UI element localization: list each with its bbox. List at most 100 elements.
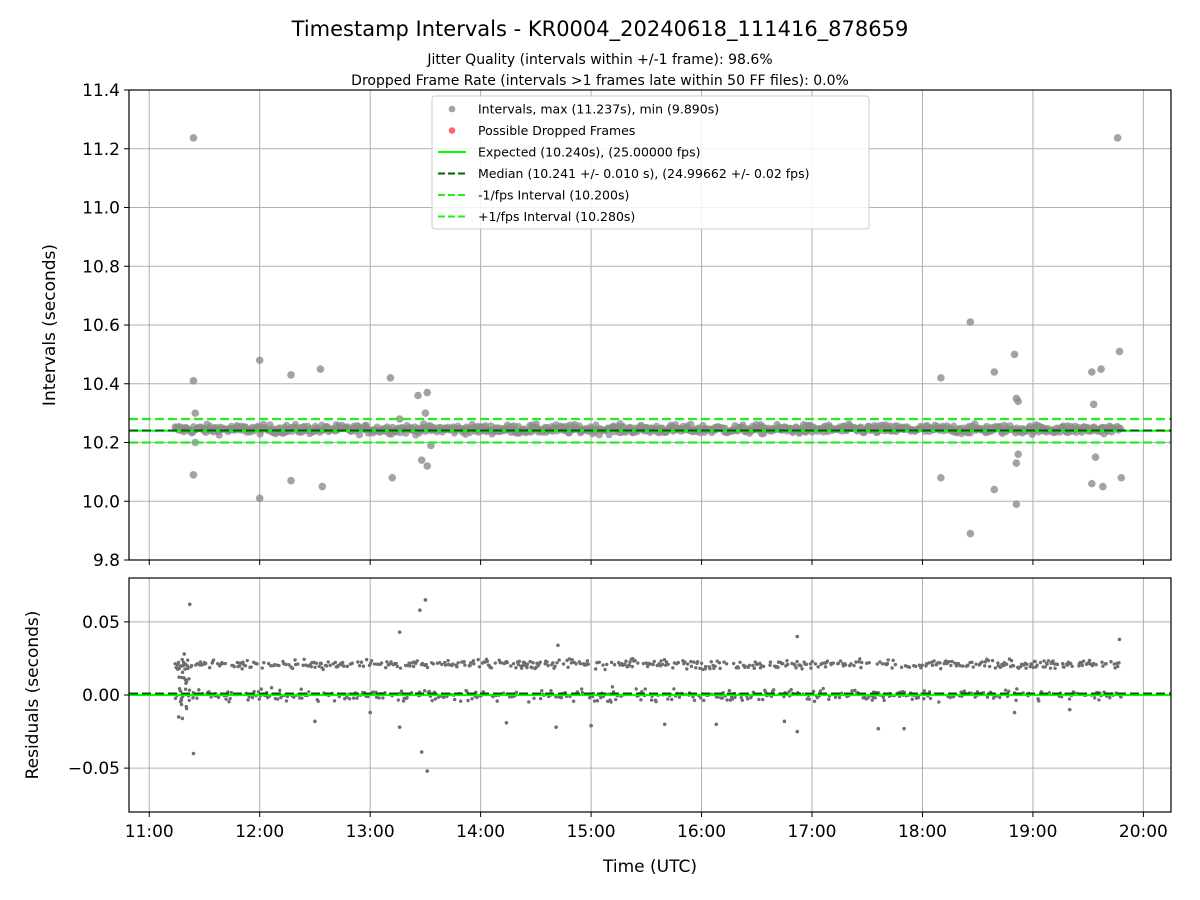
residual-point bbox=[1021, 691, 1025, 695]
interval-outlier-point bbox=[1088, 479, 1096, 488]
chart-subtitle-dropped: Dropped Frame Rate (intervals >1 frames … bbox=[351, 73, 849, 89]
residual-point bbox=[570, 658, 574, 662]
residual-point bbox=[858, 657, 862, 661]
residual-point bbox=[357, 663, 362, 668]
interval-outlier-point bbox=[318, 482, 327, 491]
residual-point bbox=[831, 661, 835, 665]
residual-point bbox=[408, 664, 412, 668]
residual-point bbox=[743, 664, 747, 669]
residual-point bbox=[1038, 660, 1043, 665]
residual-point bbox=[187, 698, 191, 702]
residual-point bbox=[880, 662, 885, 666]
residual-point bbox=[768, 663, 772, 667]
residual-point bbox=[893, 662, 898, 667]
interval-outlier-point bbox=[990, 368, 999, 376]
residual-point bbox=[191, 696, 195, 700]
residual-point bbox=[1060, 661, 1065, 666]
residual-point bbox=[722, 660, 726, 664]
residual-point bbox=[980, 660, 984, 664]
interval-outlier-point bbox=[287, 371, 295, 379]
residual-point bbox=[1067, 697, 1072, 701]
residual-point bbox=[566, 665, 570, 670]
residual-point bbox=[266, 661, 271, 666]
residual-point bbox=[307, 690, 311, 694]
residual-point bbox=[789, 688, 793, 692]
top-y-tick-label: 11.0 bbox=[82, 199, 120, 219]
residual-point bbox=[885, 661, 890, 666]
x-tick-label: 12:00 bbox=[235, 822, 284, 842]
interval-outlier-point bbox=[191, 409, 200, 417]
residual-point bbox=[451, 662, 455, 666]
interval-outlier-point bbox=[189, 134, 198, 142]
residual-point bbox=[727, 688, 732, 693]
residual-point bbox=[833, 695, 838, 699]
residual-point bbox=[689, 664, 694, 669]
residual-point bbox=[837, 695, 842, 700]
residual-point bbox=[223, 661, 228, 666]
residual-point bbox=[747, 663, 752, 667]
residual-point bbox=[415, 659, 419, 663]
residual-point bbox=[702, 698, 706, 703]
residual-point bbox=[546, 663, 550, 668]
residual-point bbox=[730, 697, 735, 701]
residual-point bbox=[651, 662, 655, 667]
residual-point bbox=[525, 665, 529, 670]
interval-outlier-point bbox=[395, 415, 404, 423]
residual-point bbox=[758, 661, 762, 666]
residual-point bbox=[333, 660, 338, 665]
residual-point bbox=[961, 664, 965, 668]
residual-point bbox=[511, 661, 516, 666]
residual-point bbox=[811, 689, 816, 694]
legend-box bbox=[431, 95, 870, 230]
residual-point bbox=[184, 704, 188, 709]
residual-point bbox=[379, 661, 384, 665]
bottom-y-tick-label: 0.05 bbox=[82, 613, 120, 633]
residual-point bbox=[1101, 664, 1105, 668]
residual-point bbox=[852, 663, 856, 668]
residual-point bbox=[799, 664, 803, 668]
residual-point bbox=[950, 659, 954, 664]
residual-point bbox=[485, 659, 490, 663]
residual-point bbox=[235, 660, 239, 665]
residual-point bbox=[996, 661, 1000, 665]
residual-point bbox=[184, 681, 188, 685]
top-reference-lines bbox=[129, 417, 1171, 444]
residual-point bbox=[1002, 660, 1007, 665]
top-y-tick-label: 10.2 bbox=[82, 434, 120, 454]
interval-outlier-point bbox=[386, 374, 395, 382]
residual-point bbox=[1030, 662, 1034, 666]
residual-point bbox=[179, 702, 184, 707]
residual-point bbox=[514, 690, 519, 695]
residual-point bbox=[525, 662, 530, 666]
residual-point bbox=[689, 659, 693, 664]
residual-point bbox=[816, 665, 820, 669]
residual-point bbox=[324, 664, 329, 668]
residual-point bbox=[549, 688, 553, 693]
interval-outlier-point bbox=[1014, 450, 1022, 459]
residual-outlier-point bbox=[419, 750, 424, 754]
residual-point bbox=[1080, 663, 1084, 668]
interval-outlier-point bbox=[423, 462, 432, 470]
residual-point bbox=[886, 658, 890, 662]
residual-point bbox=[671, 666, 675, 670]
residual-point bbox=[804, 662, 809, 667]
residual-point bbox=[670, 697, 674, 702]
residual-point bbox=[389, 660, 393, 664]
residual-point bbox=[347, 697, 352, 701]
residual-point bbox=[458, 699, 463, 703]
residual-point bbox=[873, 696, 877, 700]
residual-point bbox=[859, 665, 863, 670]
top-y-tick-label: 9.8 bbox=[93, 551, 120, 571]
interval-outlier-point bbox=[316, 365, 325, 373]
residual-outlier-point bbox=[418, 608, 422, 612]
interval-outlier-point bbox=[421, 409, 430, 417]
residual-point bbox=[252, 689, 256, 694]
residual-point bbox=[881, 695, 886, 700]
residual-point bbox=[181, 660, 186, 665]
residual-point bbox=[433, 697, 438, 701]
residual-point bbox=[462, 659, 466, 664]
residual-point bbox=[843, 663, 848, 667]
residual-point bbox=[1108, 695, 1112, 700]
residual-point bbox=[180, 657, 184, 662]
residual-outlier-point bbox=[589, 723, 593, 728]
